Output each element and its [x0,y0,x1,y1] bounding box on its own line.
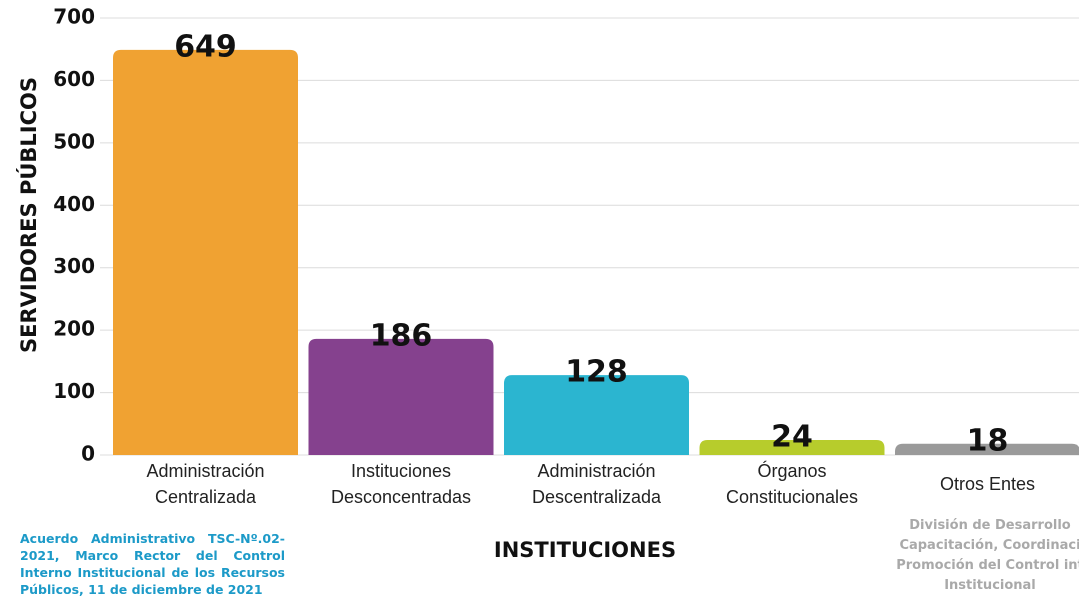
bar [308,338,494,455]
y-tick-label: 300 [53,254,95,278]
credit-line: División de Desarrollo [909,518,1071,533]
y-tick-label: 100 [53,379,95,403]
bar [699,440,885,455]
y-axis-title: SERVIDORES PÚBLICOS [16,77,41,353]
x-tick-label: Administración Descentralizada [531,461,662,507]
credit-line: Institucional [944,578,1036,593]
y-tick-label: 0 [81,442,95,466]
x-tick-label: Administración Centralizada [146,461,265,507]
y-tick-label: 500 [53,129,95,153]
x-tick-label: Otros Entes [939,474,1036,494]
y-tick-label: 700 [53,5,95,29]
bar [895,443,1079,455]
x-axis-title: INSTITUCIONES [493,538,677,562]
y-tick-label: 400 [53,192,95,216]
credit-note: División de Desarrollo Capacitación, Coor… [870,516,1079,596]
data-label: 128 [565,355,628,390]
data-label: 649 [174,29,237,64]
y-tick-label: 200 [53,317,95,341]
x-tick-label: Órganos Constitucionales [725,461,859,507]
data-label: 24 [771,420,813,455]
data-label: 186 [370,318,433,353]
credit-line: Capacitación, Coordinaci [899,538,1079,553]
data-label: 18 [967,423,1009,458]
source-note: Acuerdo Administrativo TSC-Nº.02-2021, M… [20,531,285,597]
credit-line: Promoción del Control int [896,558,1079,573]
bar [113,49,298,456]
x-tick-label: Instituciones Desconcentradas [330,461,472,507]
y-tick-label: 600 [53,67,95,91]
bar [504,375,689,455]
